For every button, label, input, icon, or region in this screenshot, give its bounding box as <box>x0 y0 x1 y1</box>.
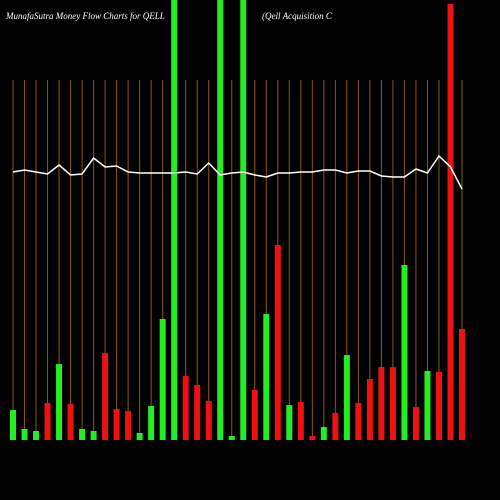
bar <box>148 406 155 440</box>
bar <box>435 372 442 440</box>
bar <box>217 0 224 440</box>
bar <box>205 401 212 440</box>
bar <box>297 402 304 440</box>
bar <box>424 371 431 440</box>
bar <box>21 429 28 440</box>
bar <box>33 431 40 440</box>
bar <box>320 427 327 440</box>
bar <box>309 436 316 440</box>
bar <box>136 433 143 440</box>
flow-line <box>12 154 463 190</box>
bar <box>194 385 201 440</box>
chart-title: MunafaSutra Money Flow Charts for QELL <box>5 11 165 21</box>
bar <box>263 314 270 440</box>
bar <box>182 376 189 440</box>
bar <box>251 390 258 440</box>
bar <box>274 245 281 440</box>
bar <box>240 0 247 440</box>
bar <box>355 403 362 440</box>
bar <box>113 409 120 440</box>
bar <box>343 355 350 440</box>
bar <box>56 364 63 440</box>
bar <box>366 379 373 440</box>
bar <box>79 429 86 440</box>
chart-subtitle: (Qell Acquisition C <box>262 11 333 21</box>
bar <box>171 0 178 440</box>
bar <box>447 4 454 440</box>
bar <box>102 353 109 440</box>
bar <box>389 367 396 440</box>
bar <box>332 413 339 440</box>
bar <box>67 404 74 440</box>
bar <box>125 411 132 440</box>
bar <box>10 410 16 440</box>
bar <box>90 431 97 440</box>
bar <box>378 367 385 440</box>
bar <box>412 407 419 440</box>
bar <box>159 319 166 440</box>
bar <box>228 436 235 440</box>
bar <box>401 265 408 440</box>
bar <box>44 403 51 440</box>
bar <box>459 329 465 440</box>
bar <box>286 405 293 440</box>
